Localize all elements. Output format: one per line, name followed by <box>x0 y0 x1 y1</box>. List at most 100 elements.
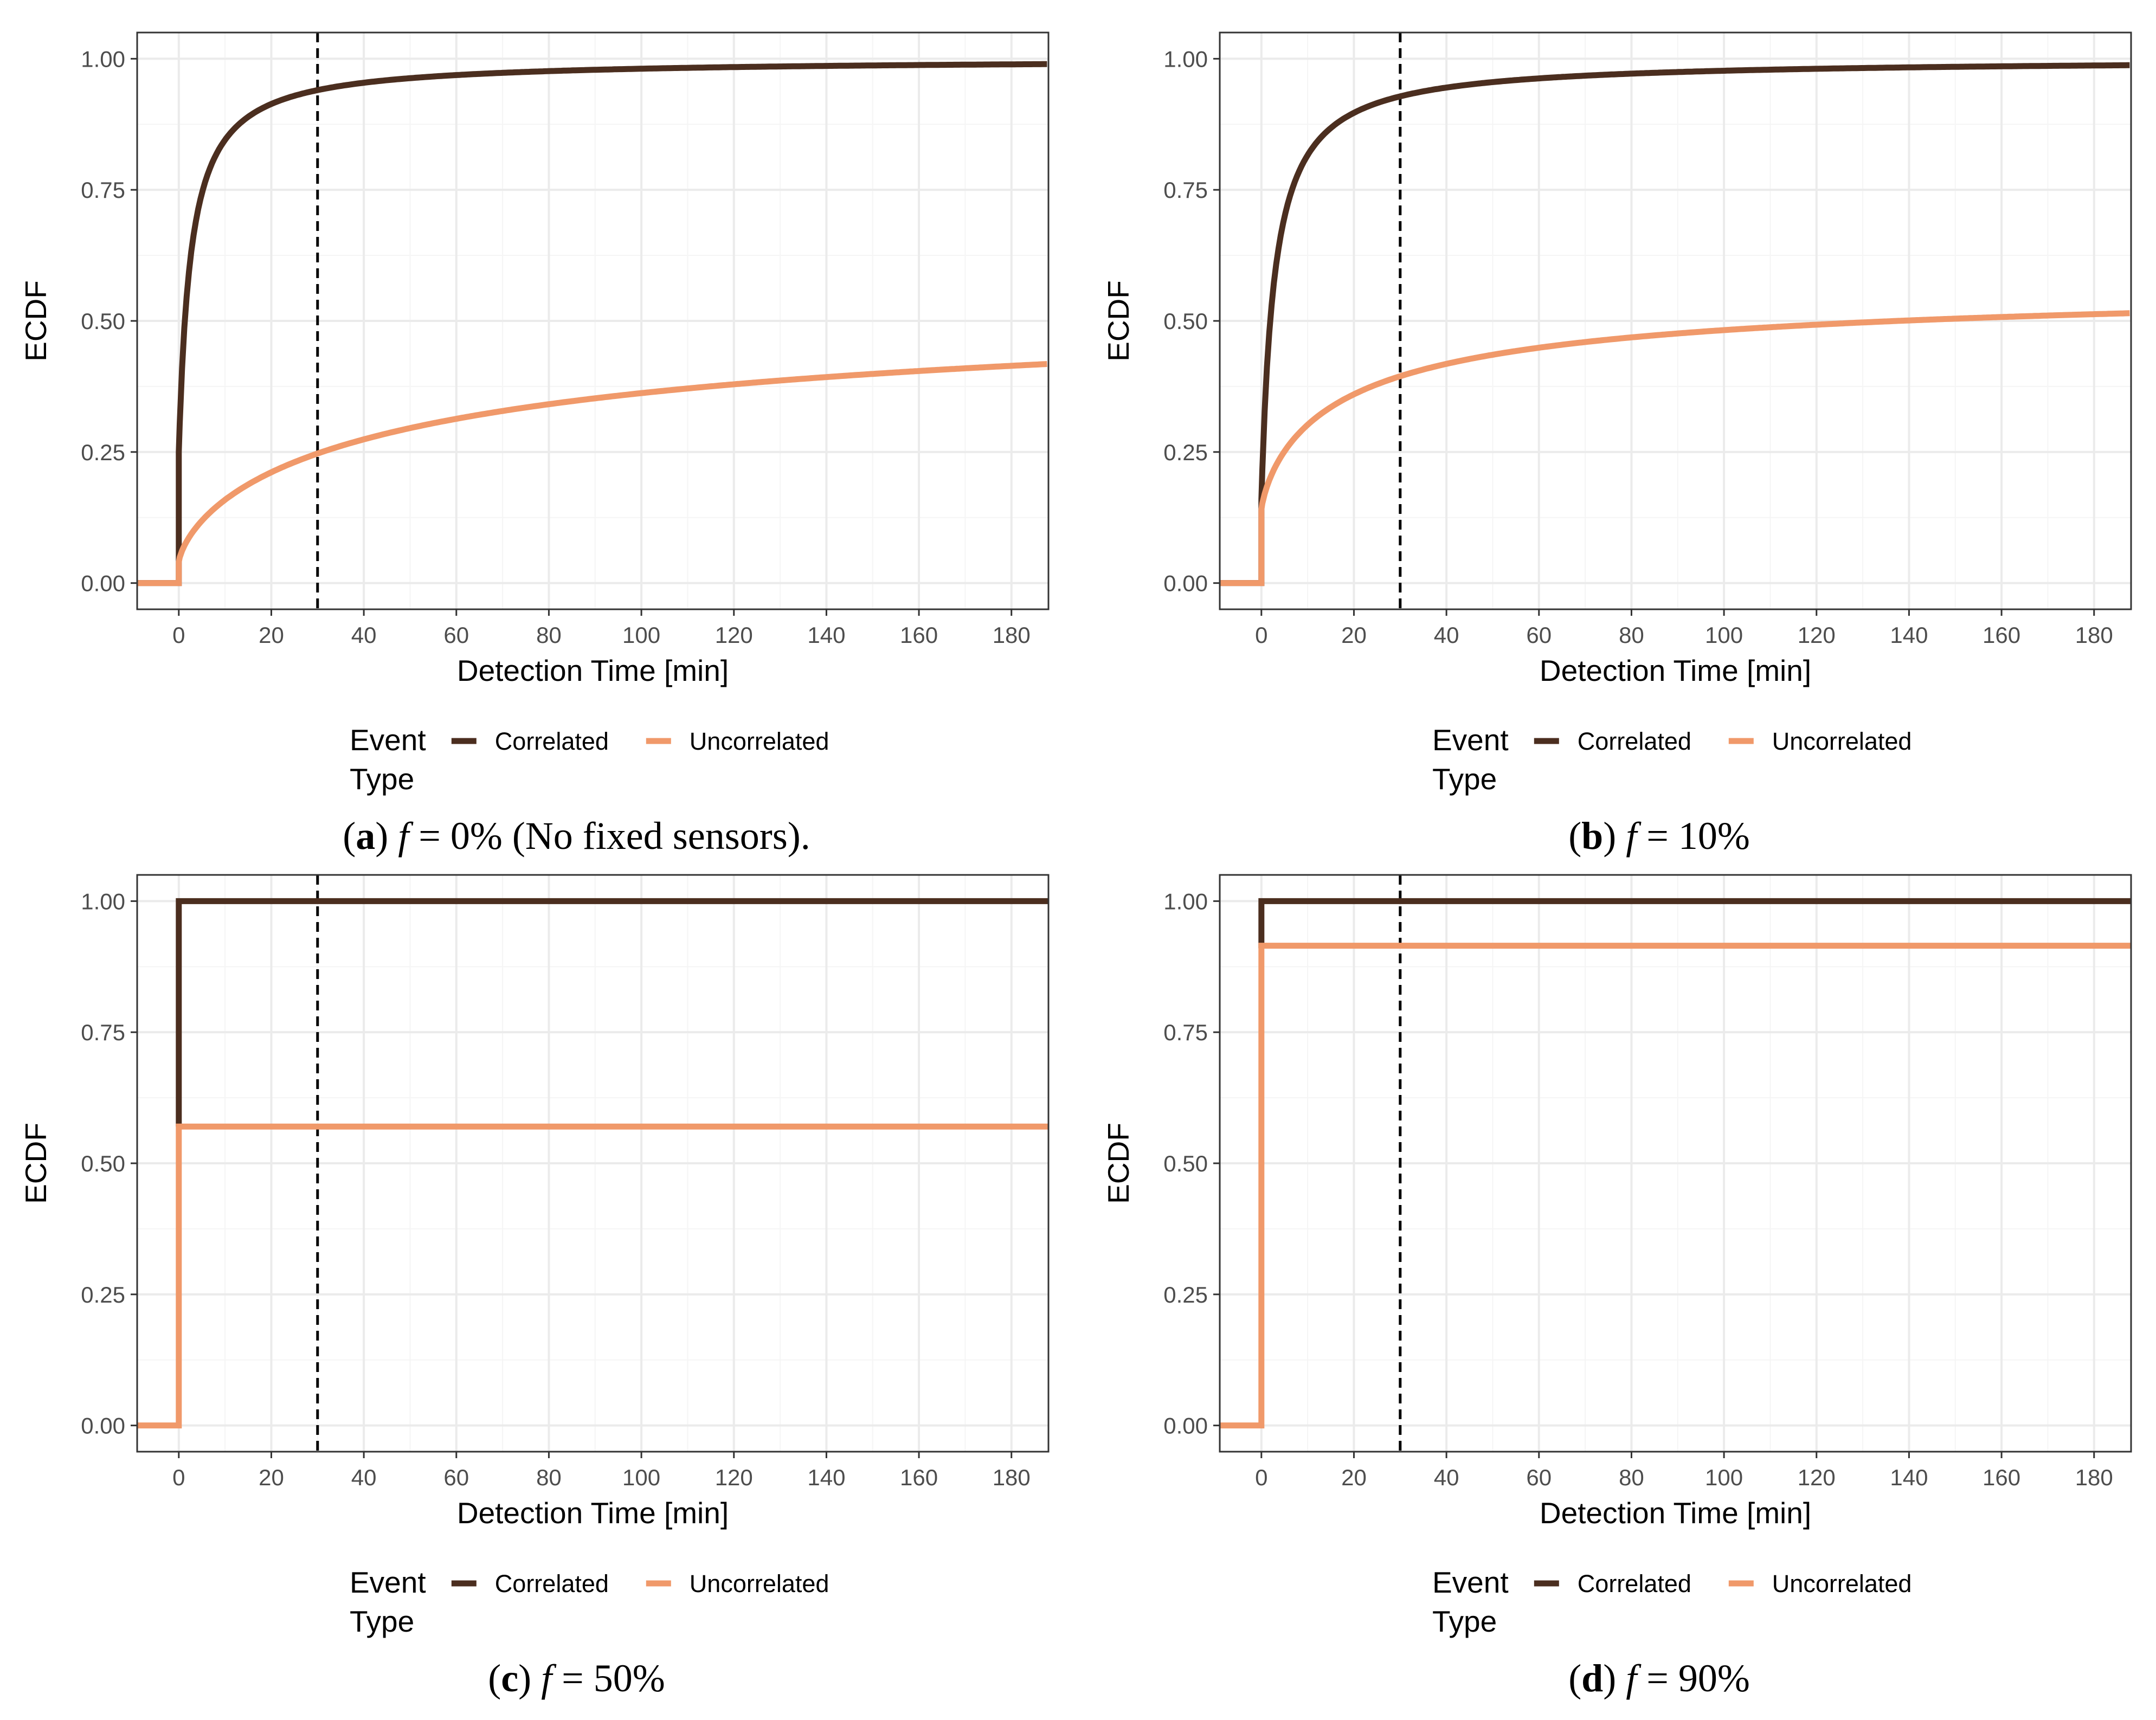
x-tick-label: 60 <box>1526 1465 1552 1490</box>
y-tick-label: 0.75 <box>1163 1020 1208 1045</box>
x-axis-title: Detection Time [min] <box>1540 654 1811 687</box>
caption-letter: c <box>501 1657 518 1700</box>
x-tick-label: 120 <box>1798 1465 1836 1490</box>
legend-label-correlated: Correlated <box>1578 1570 1691 1597</box>
legend-title: Event <box>1432 723 1509 757</box>
x-tick-label: 100 <box>622 1465 660 1490</box>
y-tick-label: 0.25 <box>81 440 125 465</box>
panel-a: 0.00 0.25 0.50 0.75 1.00 0 20 40 60 80 100 120 140 16… <box>19 31 1050 858</box>
x-tick-label: 0 <box>1255 622 1267 648</box>
x-tick-label: 160 <box>1983 1465 2020 1490</box>
major-gridlines <box>137 33 1048 609</box>
x-axis-title: Detection Time [min] <box>457 1496 729 1530</box>
x-tick-label: 180 <box>993 622 1031 648</box>
series-line-uncorrelated <box>1220 943 2131 1429</box>
x-tick-label: 140 <box>1890 1465 1928 1490</box>
legend: Event Type Correlated Uncorrelated <box>350 723 829 796</box>
y-axis-title: ECDF <box>1102 280 1135 362</box>
x-axis-title: Detection Time [min] <box>1540 1496 1811 1530</box>
y-tick-label: 0.50 <box>81 308 125 334</box>
major-gridlines <box>1220 33 2131 609</box>
x-tick-label: 160 <box>900 1465 938 1490</box>
caption-rest: = 10% <box>1637 814 1750 858</box>
legend-label-uncorrelated: Uncorrelated <box>1772 727 1912 755</box>
caption-punct: ) <box>518 1657 541 1700</box>
series-line-uncorrelated <box>1220 310 2130 587</box>
legend-title-line2: Type <box>350 762 414 796</box>
caption-rest: = 90% <box>1637 1657 1750 1700</box>
caption-rest: = 50% <box>552 1657 665 1700</box>
y-tick-label: 0.25 <box>1163 1282 1208 1307</box>
x-tick-label: 100 <box>622 622 660 648</box>
y-tick-label: 0.25 <box>81 1282 125 1307</box>
caption-letter: d <box>1581 1657 1603 1700</box>
legend: Event Type Correlated Uncorrelated <box>1432 1566 1912 1638</box>
x-tick-label: 100 <box>1705 622 1743 648</box>
y-tick-label: 0.50 <box>81 1151 125 1176</box>
y-tick-label: 0.75 <box>1163 177 1208 203</box>
legend-label-uncorrelated: Uncorrelated <box>690 727 829 755</box>
y-tick-label: 0.00 <box>81 1413 125 1439</box>
legend-title: Event <box>350 1566 426 1599</box>
x-tick-label: 0 <box>172 1465 185 1490</box>
y-tick-label: 0.75 <box>81 1020 125 1045</box>
series-line-correlated <box>1258 898 2131 949</box>
caption-letter: a <box>356 814 375 858</box>
x-tick-label: 60 <box>443 1465 469 1490</box>
figure-caption: (b) f = 10% <box>1568 814 1750 858</box>
y-tick-label: 0.00 <box>1163 571 1208 596</box>
y-tick-label: 1.00 <box>81 46 125 72</box>
x-tick-label: 60 <box>1526 622 1552 648</box>
x-tick-label: 120 <box>715 622 753 648</box>
y-tick-label: 1.00 <box>1163 46 1208 72</box>
x-tick-label: 80 <box>536 1465 562 1490</box>
x-tick-label: 40 <box>1434 1465 1459 1490</box>
y-tick-label: 0.00 <box>81 571 125 596</box>
x-tick-label: 40 <box>351 622 377 648</box>
legend: Event Type Correlated Uncorrelated <box>1432 723 1912 796</box>
y-axis-title: ECDF <box>19 1123 53 1204</box>
x-axis-title: Detection Time [min] <box>457 654 729 687</box>
x-tick-label: 120 <box>715 1465 753 1490</box>
figure-caption: (a) f = 0% (No fixed sensors). <box>343 814 810 858</box>
y-tick-label: 0.25 <box>1163 440 1208 465</box>
y-axis-title: ECDF <box>1102 1123 1135 1204</box>
series-line-correlated <box>1220 62 2130 587</box>
x-tick-label: 160 <box>1983 622 2020 648</box>
x-tick-label: 180 <box>993 1465 1031 1490</box>
series-line-uncorrelated <box>137 1123 1048 1429</box>
y-tick-label: 0.50 <box>1163 1151 1208 1176</box>
x-tick-label: 120 <box>1798 622 1836 648</box>
y-axis-title: ECDF <box>19 280 53 362</box>
caption-punct: ) <box>1603 814 1626 858</box>
x-tick-label: 80 <box>536 622 562 648</box>
caption-punct: ( <box>1568 1657 1581 1700</box>
caption-punct: ( <box>1568 814 1581 858</box>
legend-title: Event <box>350 723 426 757</box>
y-tick-label: 0.00 <box>1163 1413 1208 1439</box>
panel-b: 0.00 0.25 0.50 0.75 1.00 0 20 40 60 80 100 120 140 16… <box>1102 31 2132 858</box>
y-tick-label: 0.75 <box>81 177 125 203</box>
y-tick-label: 1.00 <box>81 888 125 914</box>
x-tick-label: 20 <box>1341 622 1367 648</box>
figure-caption: (d) f = 90% <box>1568 1657 1750 1700</box>
legend-label-uncorrelated: Uncorrelated <box>1772 1570 1912 1597</box>
legend: Event Type Correlated Uncorrelated <box>350 1566 829 1638</box>
caption-letter: b <box>1581 814 1603 858</box>
legend-label-uncorrelated: Uncorrelated <box>690 1570 829 1597</box>
x-tick-label: 100 <box>1705 1465 1743 1490</box>
legend-title-line2: Type <box>1432 1605 1497 1638</box>
legend-label-correlated: Correlated <box>495 1570 609 1597</box>
caption-rest: = 0% (No fixed sensors). <box>409 814 810 858</box>
x-tick-label: 40 <box>351 1465 377 1490</box>
series-line-correlated <box>176 898 1048 1127</box>
caption-punct: ( <box>488 1657 501 1700</box>
series-line-uncorrelated <box>137 361 1047 587</box>
figure-caption: (c) f = 50% <box>488 1657 665 1700</box>
x-tick-label: 140 <box>807 1465 845 1490</box>
legend-label-correlated: Correlated <box>495 727 609 755</box>
series-line-correlated <box>137 61 1047 587</box>
panel-c: 0.00 0.25 0.50 0.75 1.00 0 20 40 60 80 100 120 140 16… <box>19 874 1050 1700</box>
x-tick-label: 20 <box>259 1465 284 1490</box>
